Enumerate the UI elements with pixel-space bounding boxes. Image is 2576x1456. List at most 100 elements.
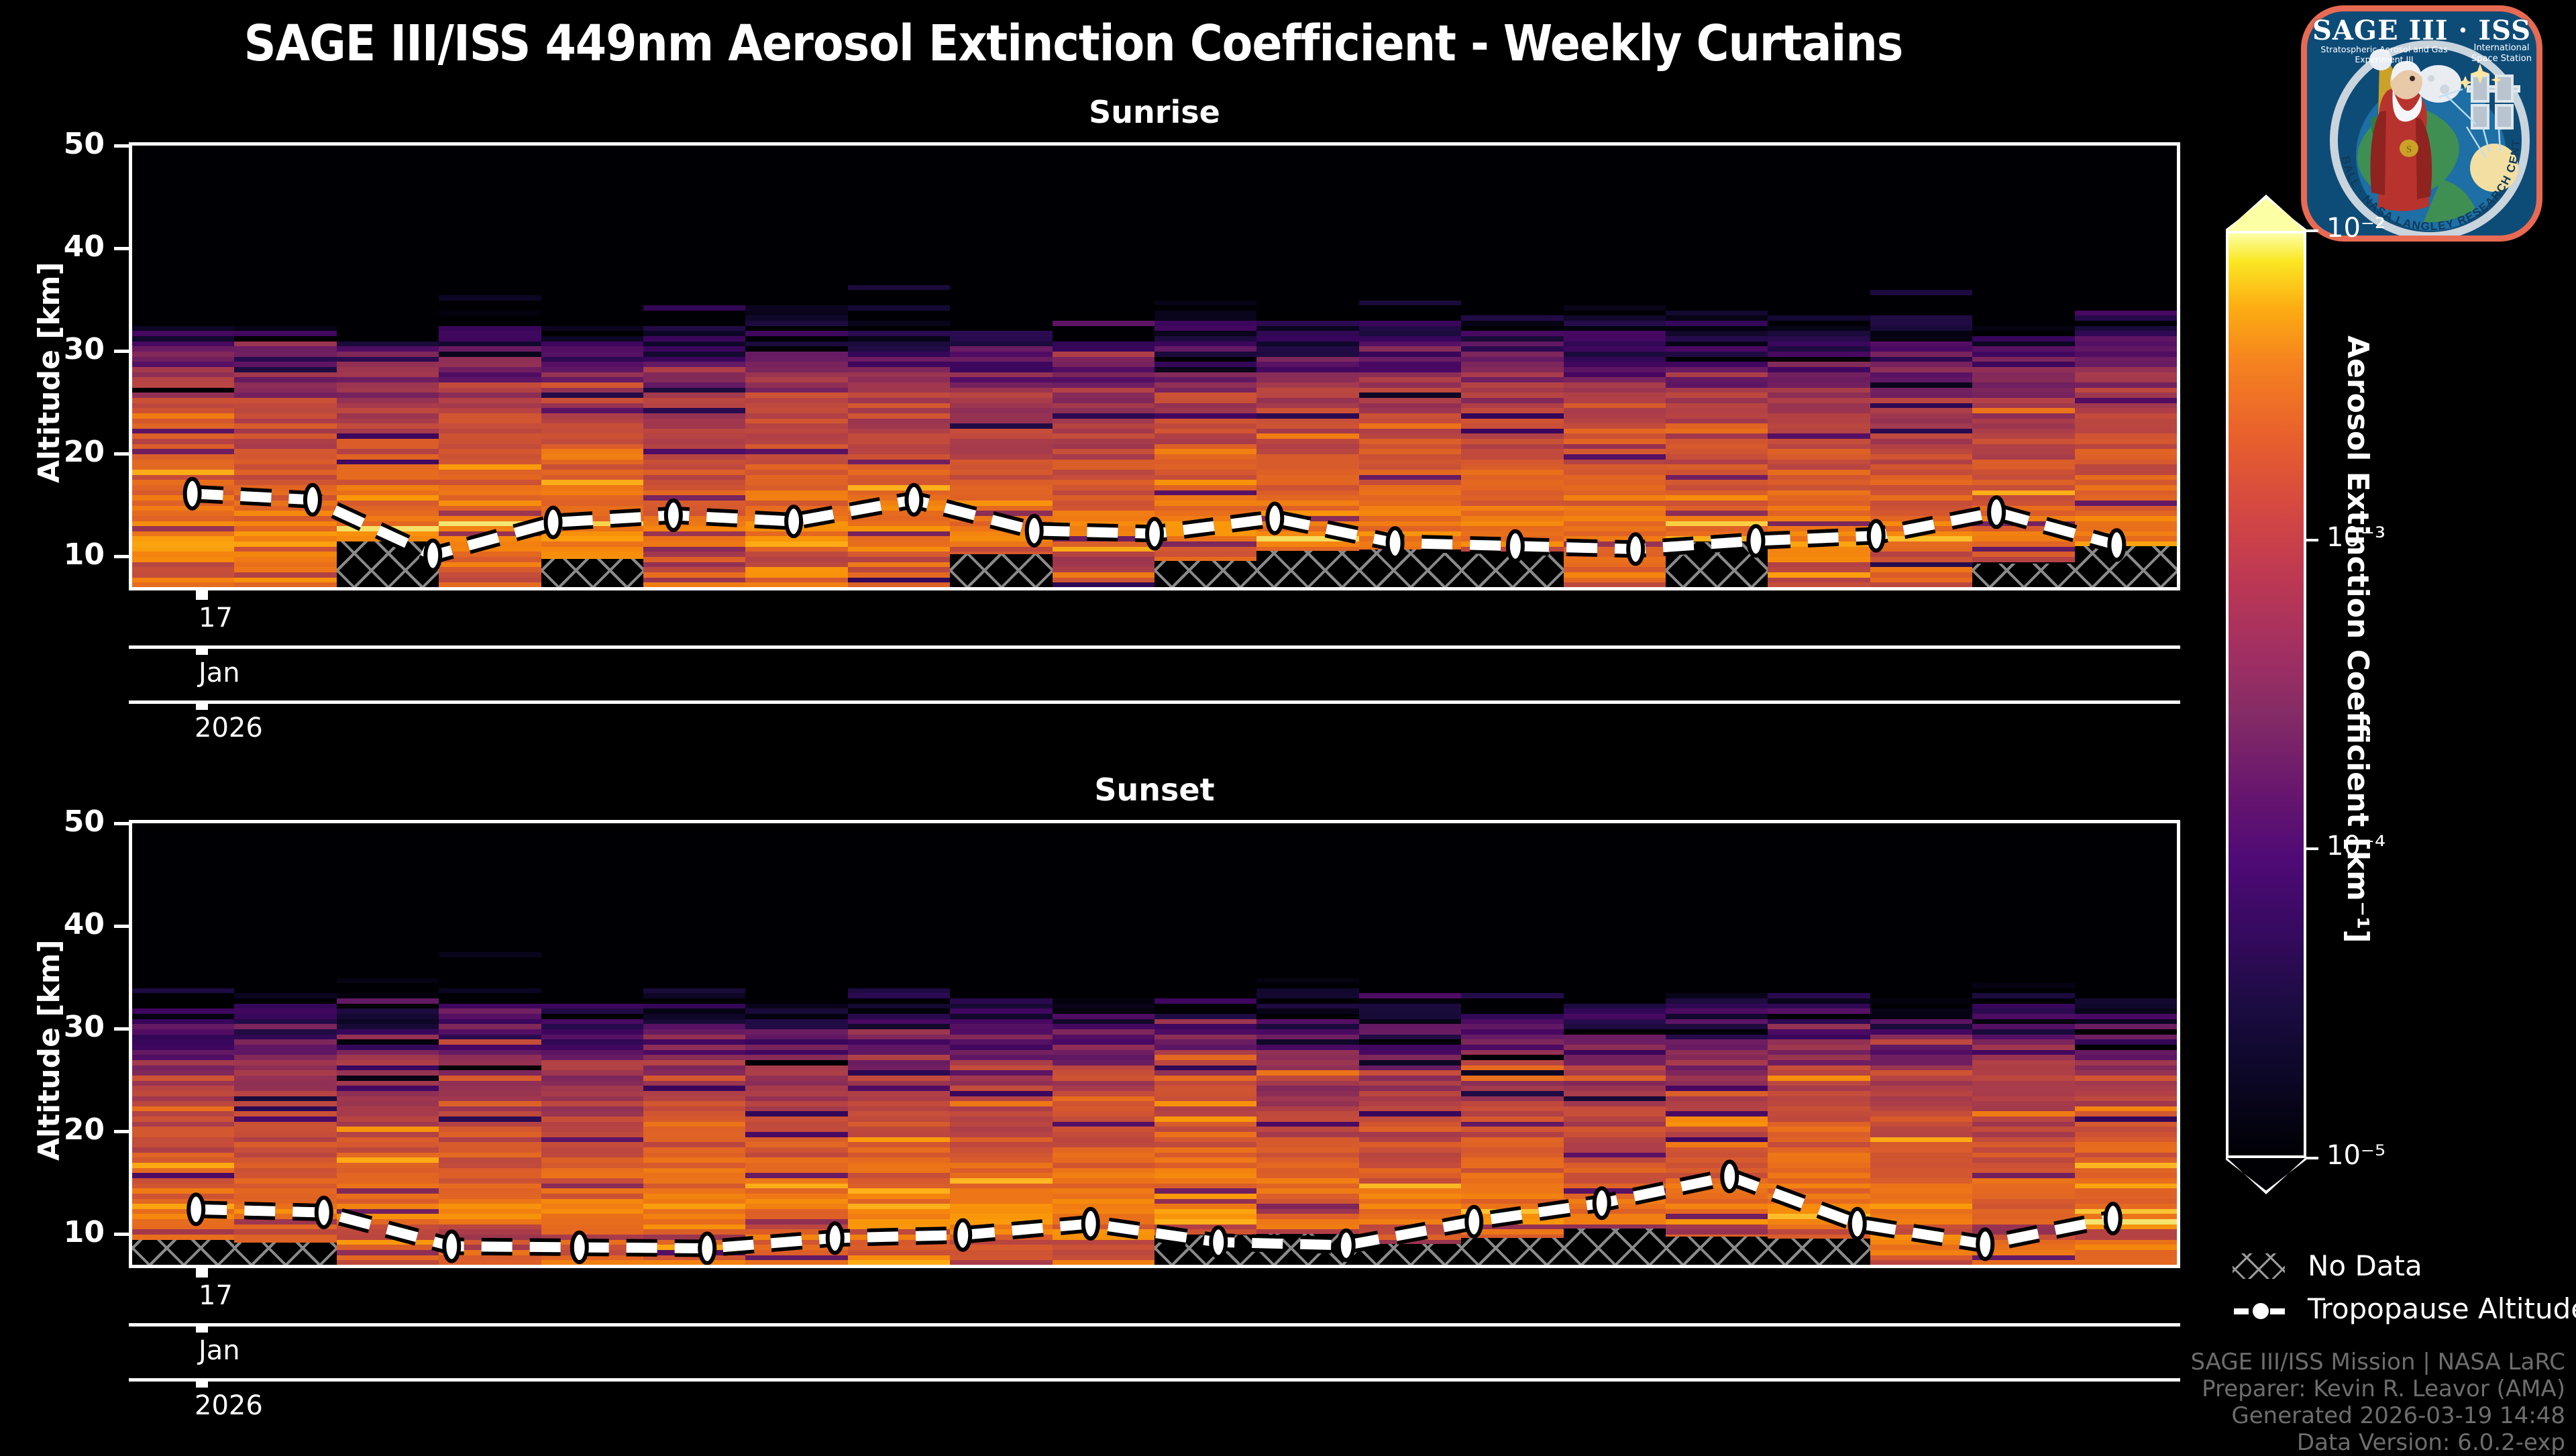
heatmap-cell [1155,936,1258,942]
colorbar-tick-label: 10⁻³ [2326,521,2386,553]
heatmap-cell [745,884,849,891]
colorbar[interactable] [2226,195,2306,1194]
heatmap-cell [541,217,645,223]
heatmap-cell [1052,833,1156,839]
heatmap-cell [2074,859,2177,866]
heatmap-cell [1461,274,1565,280]
heatmap-cell [1972,166,2076,172]
heatmap-cell [132,961,235,968]
tropopause-marker [1385,526,1405,560]
heatmap-cell [439,874,543,881]
heatmap-cell [643,335,747,342]
heatmap-cell [1563,884,1667,891]
heatmap-cell [1972,227,2076,234]
heatmap-cell [1461,1198,1565,1204]
heatmap-cell [1358,160,1462,167]
heatmap-cell [1563,397,1667,403]
heatmap-cell [847,197,951,203]
heatmap-cell [439,233,543,239]
heatmap-cell [1358,187,1462,193]
heatmap-cell [439,335,543,342]
heatmap-cell [1256,1126,1360,1133]
heatmap-cell [847,561,951,568]
heatmap-cell [1052,1131,1156,1137]
heatmap-cell [2074,402,2177,409]
heatmap-cell [1768,566,1872,573]
heatmap-cell [439,1110,543,1117]
sunset-curtain-plot[interactable] [129,820,2180,1268]
heatmap-cell [1972,479,2076,485]
heatmap-cell [132,433,235,439]
heatmap-cell [132,268,235,275]
heatmap-cell [1563,1033,1667,1040]
heatmap-cell [643,1223,747,1230]
heatmap-cell [1052,936,1156,942]
heatmap-cell [1563,525,1667,531]
heatmap-cell [234,905,338,912]
heatmap-cell [1870,849,1974,855]
heatmap-cell [132,1013,235,1019]
heatmap-cell [439,1039,543,1045]
heatmap-cell [1972,823,2076,829]
heatmap-cell [541,998,645,1004]
heatmap-cell [336,972,440,978]
heatmap-cell [132,1182,235,1189]
heatmap-cell [1052,340,1156,347]
heatmap-cell [1358,1059,1462,1065]
heatmap-cell [2074,1182,2177,1189]
heatmap-cell [2074,381,2177,388]
heatmap-cell [234,474,338,480]
sunrise-curtain-plot[interactable] [129,142,2180,590]
tropopause-marker [1464,1204,1484,1239]
heatmap-cell [1768,258,1872,264]
heatmap-cell [1666,1044,1769,1050]
heatmap-cell [1461,407,1565,413]
heatmap-cell [1256,489,1360,496]
heatmap-cell [643,1192,747,1199]
heatmap-cell [541,1182,645,1189]
heatmap-cell [439,299,543,306]
heatmap-cell [1155,1110,1258,1117]
heatmap-cell [1563,869,1667,876]
heatmap-cell [1666,325,1769,331]
heatmap-week-column [541,823,645,1265]
heatmap-cell [1052,207,1156,213]
heatmap-cell [1972,217,2076,223]
heatmap-cell [1972,1074,2076,1081]
heatmap-cell [1052,438,1156,444]
heatmap-cell [1972,1177,2076,1184]
heatmap-cell [541,1208,645,1214]
heatmap-cell [1052,961,1156,968]
no-data-hatch-region [1768,1239,1872,1265]
heatmap-cell [1256,1002,1360,1009]
heatmap-cell [643,1151,747,1158]
heatmap-cell [132,217,235,223]
heatmap-cell [950,1177,1054,1184]
heatmap-cell [541,351,645,357]
heatmap-cell [541,1192,645,1199]
heatmap-cell [1155,1161,1258,1168]
heatmap-cell [643,541,747,547]
heatmap-cell [1972,1167,2076,1174]
heatmap-cell [745,915,849,922]
heatmap-cell [1666,1074,1769,1081]
heatmap-cell [2074,248,2177,254]
heatmap-cell [1563,1110,1667,1117]
heatmap-cell [132,1121,235,1127]
heatmap-cell [234,1070,338,1076]
heatmap-cell [1052,320,1156,326]
heatmap-cell [1870,289,1974,295]
heatmap-cell [1870,386,1974,393]
heatmap-cell [847,992,951,999]
heatmap-cell [1768,397,1872,403]
heatmap-cell [745,823,849,829]
heatmap-cell [1052,1049,1156,1055]
heatmap-cell [1256,992,1360,999]
heatmap-cell [643,977,747,984]
tropopause-marker [784,505,804,539]
heatmap-cell [541,1141,645,1147]
heatmap-cell [1052,874,1156,881]
heatmap-cell [336,299,440,306]
heatmap-cell [1358,1044,1462,1050]
heatmap-cell [336,956,440,963]
